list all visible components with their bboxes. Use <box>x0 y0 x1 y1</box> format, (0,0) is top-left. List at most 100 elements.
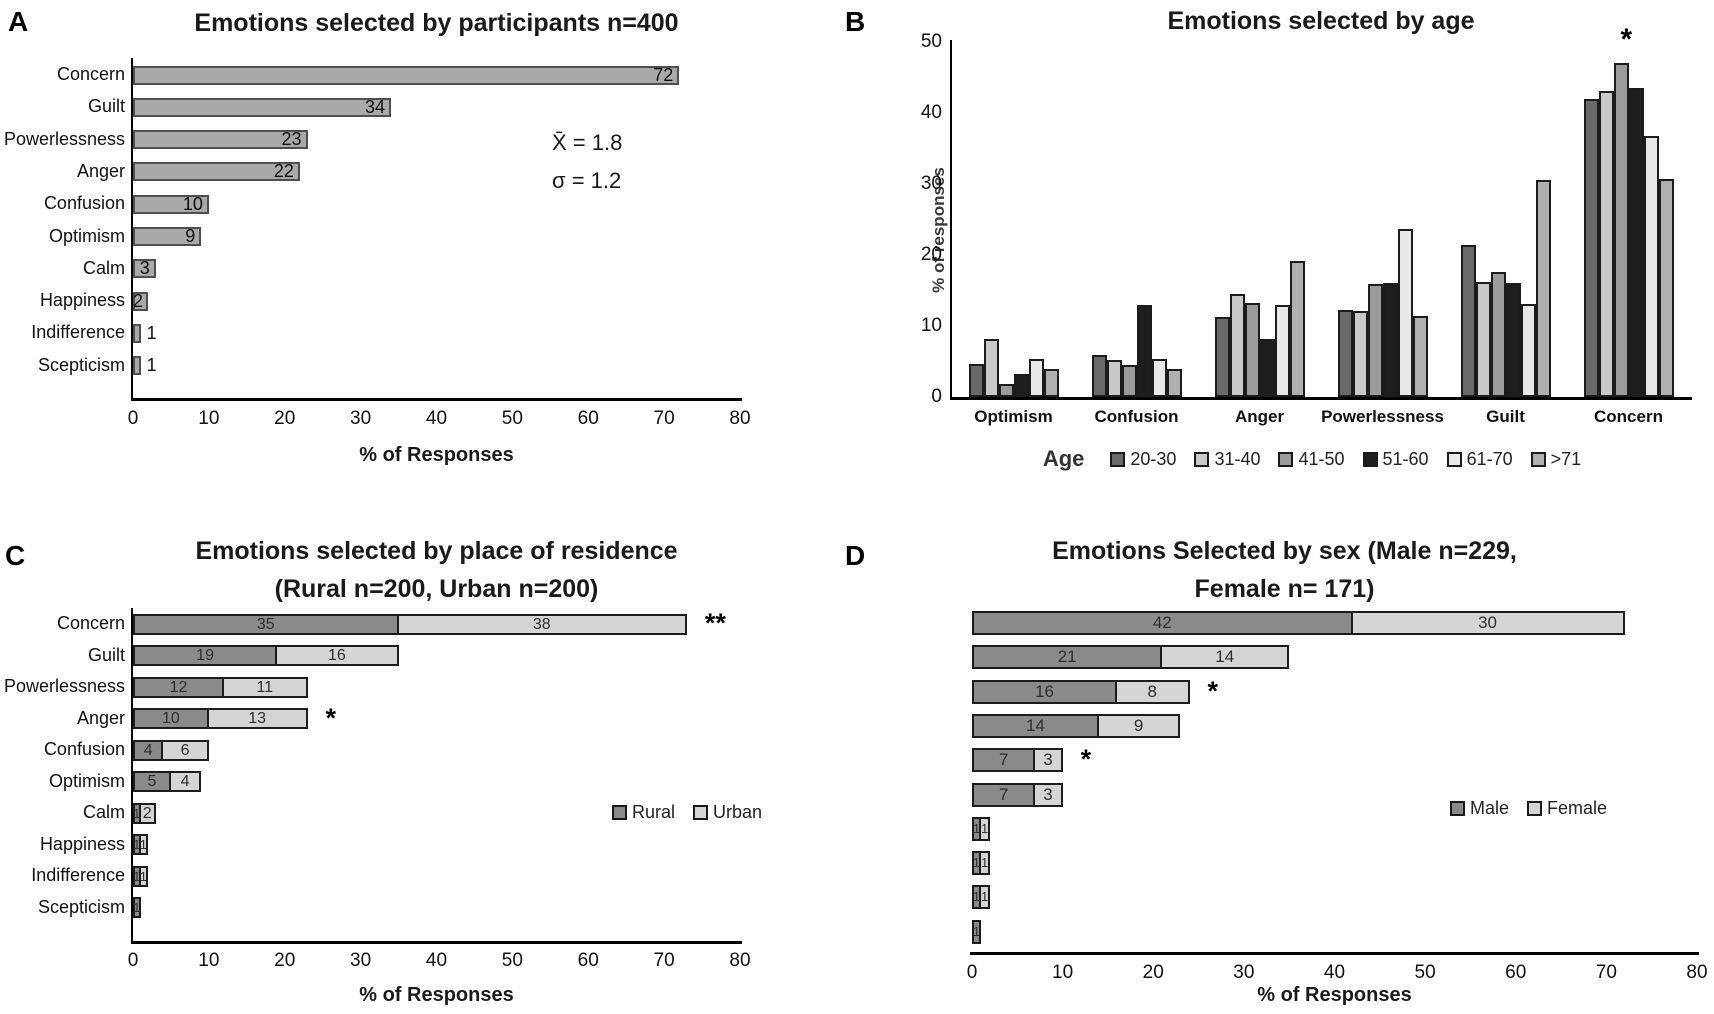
bar-value-c-row8-Urban: 1 <box>139 868 147 884</box>
panel-b-legend: Age 20-30 31-40 41-50 51-60 61-70 >71 <box>952 446 1690 472</box>
bar-value-c-row7-Urban: 1 <box>139 837 147 852</box>
bar-value-Confusion: 10 <box>182 193 203 214</box>
bar-value-d-row4-Male: 7 <box>998 750 1009 770</box>
bar-value-c-row4-Urban: 6 <box>180 741 190 759</box>
category-label-Powerlessness: Powerlessness <box>3 676 125 696</box>
bar-a-Indifference <box>133 323 141 343</box>
bar-a-Powerlessness <box>133 130 308 150</box>
bar-value-c-row2-Rural: 12 <box>169 678 188 696</box>
bar-a-Optimism <box>133 227 202 246</box>
bar-c-row5-Urban <box>168 771 202 792</box>
panel-a-x-tick: 10 <box>198 408 220 429</box>
sig-marker-d-row4: * <box>1080 744 1092 775</box>
bar-b-Guilt-41-50 <box>1490 272 1506 397</box>
panel-a-x-tick: 70 <box>653 408 675 429</box>
bar-value-d-row3-Female: 9 <box>1133 715 1144 735</box>
bar-b-Anger->71 <box>1289 260 1305 397</box>
panel-d-x-tick: 70 <box>1595 962 1617 983</box>
bar-a-Concern <box>133 65 680 85</box>
panel-a-x-tick: 0 <box>127 408 139 429</box>
panel-a-y-axis <box>131 58 133 400</box>
panel-b-y-axis <box>950 40 952 399</box>
category-label-Confusion: Confusion <box>1094 407 1179 426</box>
bar-b-Concern-61-70 <box>1643 135 1659 397</box>
category-label-Guilt: Guilt <box>87 96 125 117</box>
bar-c-row8-Urban <box>138 865 149 887</box>
category-label-Powerlessness: Powerlessness <box>1321 407 1444 426</box>
panel-b-legend-label-51-60: 51-60 <box>1382 448 1429 469</box>
bar-c-row3-Urban <box>206 708 308 729</box>
bar-a-Scepticism <box>133 356 141 376</box>
category-label-Confusion: Confusion <box>43 739 125 759</box>
bar-value-d-row2-Male: 16 <box>1035 681 1054 701</box>
category-label-Anger: Anger <box>76 160 125 181</box>
panel-a-x-tick: 60 <box>577 408 599 429</box>
sig-marker-d-row2: * <box>1207 675 1219 706</box>
bar-b-Confusion->71 <box>1166 369 1182 397</box>
bar-b-Concern->71 <box>1658 179 1674 397</box>
panel-d-legend-label-Male: Male <box>1470 798 1510 818</box>
sig-marker-c-row0: ** <box>704 608 726 638</box>
panel-b-legend-swatch-20-30 <box>1110 451 1126 467</box>
bar-value-c-row9-Rural: 1 <box>133 900 141 915</box>
bar-b-Concern-20-30 <box>1583 98 1599 397</box>
bar-d-row4-Female <box>1033 748 1063 773</box>
bar-value-c-row4-Rural: 4 <box>143 741 153 759</box>
panel-c-legend-label-Urban: Urban <box>713 802 763 822</box>
bar-value-c-row6-Urban: 2 <box>142 804 152 822</box>
bar-a-Guilt <box>133 97 391 117</box>
bar-d-row6-Female <box>979 816 991 841</box>
bar-b-Powerlessness-61-70 <box>1397 229 1413 397</box>
panel-c-legend-swatch-Urban <box>693 805 709 820</box>
bar-value-d-row8-Male: 1 <box>972 889 981 905</box>
bar-d-row2-Male <box>972 679 1117 704</box>
panel-d-x-tick: 80 <box>1686 962 1708 983</box>
panel-d-x-tick: 40 <box>1323 962 1346 983</box>
bar-value-d-row8-Female: 1 <box>980 889 989 905</box>
bar-c-row6-Urban <box>138 802 156 824</box>
bar-value-d-row6-Male: 1 <box>972 820 981 836</box>
category-label-Scepticism: Scepticism <box>37 354 125 375</box>
bar-b-Concern-41-50 <box>1613 63 1629 397</box>
bar-b-Powerlessness-20-30 <box>1337 309 1353 397</box>
panel-d-x-tick: 20 <box>1142 962 1164 983</box>
panel-b-legend-swatch-51-60 <box>1362 451 1378 467</box>
panel-b-legend-item-61-70: 61-70 <box>1446 449 1513 470</box>
panel-b-legend-item-20-30: 20-30 <box>1110 449 1176 470</box>
bar-d-row7-Female <box>979 851 991 876</box>
panel-c-x-tick: 20 <box>274 950 296 971</box>
panel-d-legend-item-Male: Male <box>1450 798 1509 819</box>
category-label-Guilt: Guilt <box>1486 407 1525 426</box>
bar-d-row1-Female <box>1160 645 1290 670</box>
panel-b: B Emotions selected by age % of response… <box>810 0 1714 490</box>
panel-d-legend: Male Female <box>1450 798 1625 819</box>
bar-value-Concern: 72 <box>653 64 674 85</box>
panel-a: A Emotions selected by participants n=40… <box>0 0 810 490</box>
panel-b-legend-label-31-40: 31-40 <box>1214 448 1261 469</box>
bar-b-Powerlessness->71 <box>1412 316 1428 397</box>
bar-b-Anger-51-60 <box>1259 339 1275 397</box>
bar-b-Powerlessness-41-50 <box>1367 284 1383 397</box>
category-label-Calm: Calm <box>82 802 125 822</box>
bar-c-row0-Urban <box>396 613 687 635</box>
bar-d-row1-Male <box>972 645 1163 670</box>
bar-b-Confusion-31-40 <box>1106 360 1122 397</box>
bar-value-c-row6-Rural: 1 <box>133 805 141 821</box>
bar-d-row5-Male <box>972 782 1036 807</box>
bar-value-d-row7-Male: 1 <box>972 855 981 871</box>
panel-b-y-tick: 10 <box>920 315 942 336</box>
bar-c-row2-Urban <box>222 676 308 698</box>
bar-b-Guilt-51-60 <box>1505 282 1521 397</box>
category-label-Guilt: Guilt <box>87 644 125 665</box>
panel-d-letter: D <box>845 540 866 571</box>
panel-a-xaxis-label: % of Responses <box>359 444 514 466</box>
bar-c-row9-Rural <box>133 897 141 918</box>
panel-c: C Emotions selected by place of residenc… <box>0 490 810 1014</box>
panel-c-legend-swatch-Rural <box>612 805 627 820</box>
panel-d-title-line2: Female n= 171) <box>1194 575 1375 603</box>
bar-value-c-row1-Urban: 16 <box>327 647 346 664</box>
panel-c-title-line1: Emotions selected by place of residence <box>195 537 678 565</box>
bar-value-d-row6-Female: 1 <box>980 820 989 836</box>
bar-value-Optimism: 9 <box>185 226 196 246</box>
panel-c-letter: C <box>5 540 26 571</box>
